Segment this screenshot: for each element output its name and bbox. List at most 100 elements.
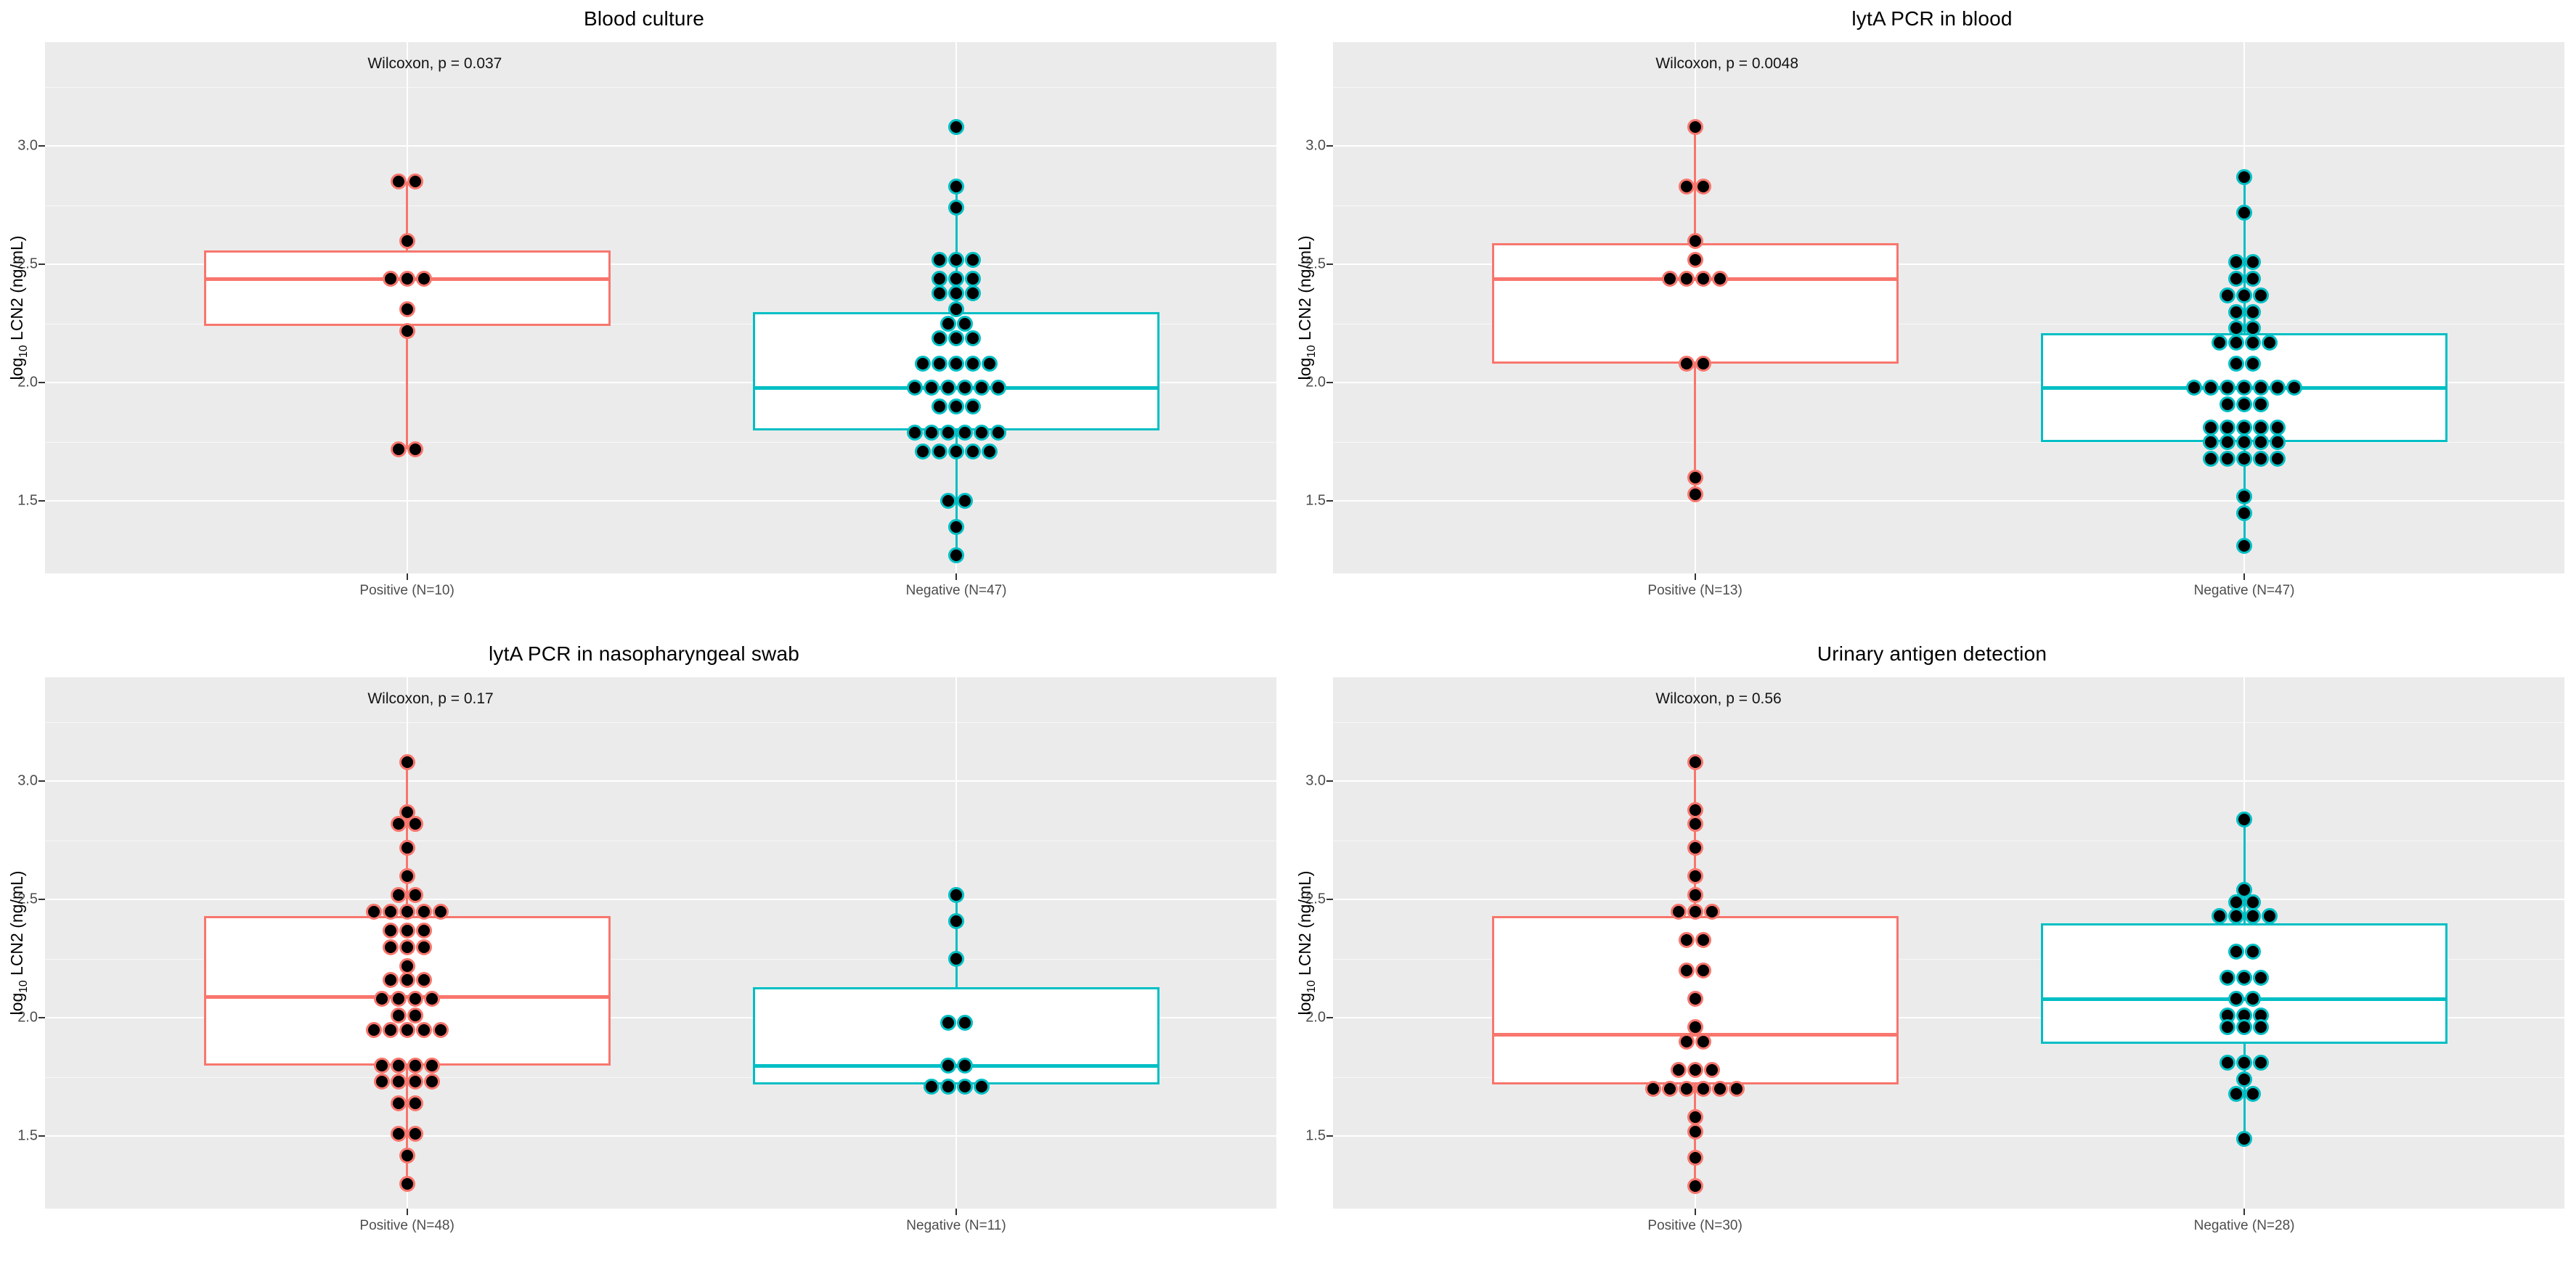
data-dot [1679, 931, 1695, 948]
data-dot [1670, 1062, 1687, 1079]
boxplot-median [1491, 277, 1899, 281]
data-dot [2253, 396, 2270, 412]
data-dot [391, 441, 407, 457]
y-axis-tick [1326, 145, 1333, 147]
y-axis-tick-label: 1.5 [1305, 492, 1326, 509]
minor-gridline [45, 86, 1276, 88]
data-dot [2286, 379, 2303, 396]
data-dot [956, 424, 973, 441]
data-dot [1670, 903, 1687, 920]
data-dot [1703, 1062, 1720, 1079]
major-gridline [45, 899, 1276, 901]
data-dot [399, 1021, 415, 1038]
data-dot [965, 251, 982, 268]
data-dot [1687, 251, 1703, 268]
data-dot [939, 1014, 956, 1031]
data-dot [407, 816, 424, 833]
data-dot [965, 399, 982, 415]
data-dot [2261, 335, 2278, 351]
data-dot [2236, 1071, 2253, 1088]
data-dot [1687, 903, 1703, 920]
y-axis-tick [38, 1017, 45, 1019]
minor-gridline [45, 205, 1276, 206]
minor-gridline [1333, 441, 2564, 443]
data-dot [1695, 178, 1712, 195]
data-dot [2236, 396, 2253, 412]
data-dot [391, 816, 407, 833]
data-dot [1687, 1177, 1703, 1194]
major-gridline [1333, 382, 2564, 384]
y-axis-tick [1326, 1135, 1333, 1137]
data-dot [1679, 356, 1695, 372]
data-dot [956, 379, 973, 396]
data-dot [906, 379, 923, 396]
data-dot [923, 1078, 939, 1095]
data-dot [965, 271, 982, 287]
data-dot [1679, 178, 1695, 195]
data-dot [948, 443, 965, 459]
y-axis-tick-label: 1.5 [17, 492, 38, 509]
data-dot [407, 441, 424, 457]
x-axis-label: Negative (N=28) [2193, 1218, 2295, 1233]
data-dot [2236, 538, 2253, 555]
data-dot [432, 903, 449, 920]
data-dot [965, 443, 982, 459]
y-axis-title: log10 LCN2 (ng/mL) [7, 236, 30, 380]
y-axis-tick-label: 3.0 [17, 772, 38, 789]
y-axis-title: log10 LCN2 (ng/mL) [7, 871, 30, 1015]
data-dot [2227, 356, 2244, 372]
boxplot-median [203, 995, 611, 1000]
data-dot [1712, 271, 1729, 287]
minor-gridline [1333, 1076, 2564, 1078]
data-dot [2211, 335, 2227, 351]
data-dot [948, 886, 965, 903]
data-dot [2227, 335, 2244, 351]
data-dot [1645, 1081, 1662, 1098]
lower-whisker [2243, 1044, 2246, 1139]
major-gridline [1333, 1017, 2564, 1019]
x-axis-label: Negative (N=47) [905, 583, 1007, 598]
data-dot [2203, 450, 2220, 467]
data-dot [391, 1057, 407, 1074]
y-axis-tick [38, 263, 45, 266]
data-dot [1687, 839, 1703, 856]
data-dot [939, 315, 956, 332]
data-dot [1687, 754, 1703, 771]
major-gridline [45, 1135, 1276, 1137]
data-dot [2227, 254, 2244, 271]
data-dot [923, 424, 939, 441]
data-dot [391, 1074, 407, 1090]
minor-gridline [45, 722, 1276, 723]
data-dot [415, 271, 432, 287]
data-dot [915, 443, 932, 459]
data-dot [2253, 379, 2270, 396]
chart-title: Urinary antigen detection [1817, 642, 2047, 665]
data-dot [399, 322, 415, 339]
major-gridline [45, 1017, 1276, 1019]
data-dot [1695, 271, 1712, 287]
data-dot [965, 330, 982, 346]
data-dot [948, 950, 965, 967]
upper-whisker [955, 186, 958, 312]
data-dot [1687, 469, 1703, 486]
upper-whisker [955, 894, 958, 988]
x-axis-label: Positive (N=10) [359, 583, 455, 598]
x-axis-tick [406, 1209, 408, 1215]
data-dot [939, 424, 956, 441]
data-dot [1687, 886, 1703, 903]
data-dot [2220, 1055, 2236, 1071]
data-dot [424, 991, 441, 1008]
y-title-subscript: 10 [1305, 345, 1318, 358]
data-dot [399, 922, 415, 939]
data-dot [2270, 433, 2286, 450]
x-axis-tick [2243, 1209, 2246, 1215]
data-dot [2236, 882, 2253, 899]
data-dot [1687, 486, 1703, 502]
data-dot [1712, 1081, 1729, 1098]
data-dot [382, 271, 399, 287]
minor-gridline [45, 958, 1276, 960]
y-axis-tick [38, 145, 45, 147]
y-title-suffix: LCN2 (ng/mL) [7, 870, 27, 981]
data-dot [1662, 1081, 1679, 1098]
